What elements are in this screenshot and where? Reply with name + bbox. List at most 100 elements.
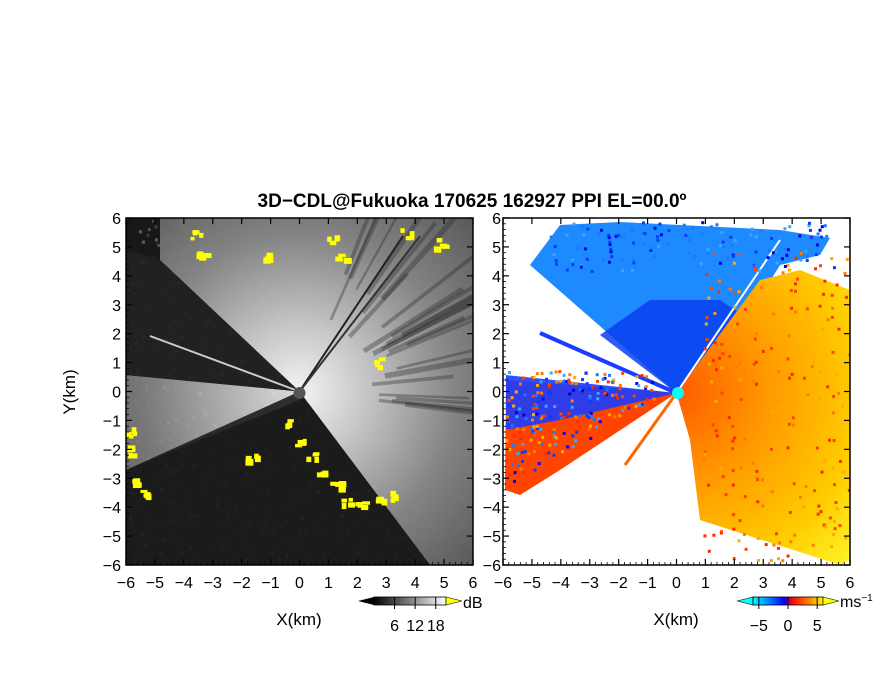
velocity-speck [649, 248, 653, 252]
velocity-speck [506, 419, 510, 423]
velocity-speck [790, 372, 794, 376]
velocity-speck [521, 442, 525, 446]
velocity-speck [511, 443, 515, 447]
velocity-speck [795, 277, 799, 281]
velocity-speck [773, 250, 777, 254]
velocity-speck [720, 529, 724, 533]
snr-sector-north [160, 218, 473, 392]
velocity-speck [547, 390, 551, 394]
x-tick-label-left: −2 [233, 575, 251, 592]
velocity-speck [722, 245, 726, 249]
velocity-speck [583, 247, 587, 251]
velocity-speck [709, 225, 713, 229]
velocity-speck [616, 234, 620, 238]
streak [396, 349, 473, 370]
velocity-speck [515, 415, 519, 419]
saturated-speck [375, 498, 382, 504]
velocity-speck [516, 452, 520, 456]
velocity-speck [719, 466, 723, 470]
velocity-speck [787, 422, 791, 426]
velocity-speck [806, 393, 810, 397]
velocity-speck [815, 446, 819, 450]
velocity-speck [527, 452, 531, 456]
velocity-speck [764, 543, 768, 547]
velocity-speck [652, 397, 656, 401]
x-tick-label-right: −4 [552, 575, 570, 592]
velocity-speck [552, 427, 556, 431]
velocity-speck [715, 434, 719, 438]
velocity-speck [616, 396, 620, 400]
velocity-speck [783, 264, 787, 268]
streak [371, 374, 454, 387]
velocity-speck [572, 222, 576, 226]
velocity-speck [511, 463, 515, 467]
velocity-speck [805, 259, 809, 263]
saturated-speck [133, 478, 141, 484]
velocity-speck [565, 268, 569, 272]
velocity-speck [605, 393, 609, 397]
velocity-speck [711, 423, 715, 427]
velocity-speck [579, 387, 583, 391]
velocity-speck [553, 404, 557, 408]
velocity-speck [536, 426, 540, 430]
velocity-speck [512, 479, 516, 483]
saturated-echo [126, 228, 450, 511]
velocity-speck [588, 424, 592, 428]
streak [380, 254, 473, 329]
velocity-speck [618, 387, 622, 391]
velocity-speck [532, 375, 536, 379]
saturated-speck [362, 501, 371, 505]
velocity-speck [713, 341, 717, 345]
velocity-speck [733, 305, 737, 309]
velocity-speck [789, 289, 793, 293]
velocity-speck [599, 228, 603, 232]
y-tick-label-left: −5 [103, 529, 121, 546]
velocity-speck [704, 322, 708, 326]
velocity-speck [721, 352, 725, 356]
velocity-speck [775, 261, 779, 265]
velocity-speck [581, 267, 585, 271]
velocity-speck [833, 527, 837, 531]
velocity-speck [753, 510, 757, 514]
velocity-speck [656, 238, 660, 242]
velocity-speck [830, 257, 834, 261]
velocity-speck [787, 268, 791, 272]
velocity-speck [552, 253, 556, 257]
velocity-speck [581, 389, 585, 393]
saturated-speck [132, 431, 138, 437]
colorbar-vel-unit: ms−1 [840, 593, 873, 611]
saturated-speck [348, 502, 356, 508]
velocity-speck [539, 427, 543, 431]
velocity-speck [547, 385, 551, 389]
streak [386, 319, 473, 358]
saturated-speck [314, 456, 320, 463]
velocity-speck [548, 415, 552, 419]
velocity-speck [589, 411, 593, 415]
velocity-speck [828, 516, 832, 520]
velocity-speck [703, 534, 707, 538]
velocity-speck [845, 258, 849, 262]
velocity-speck [770, 411, 774, 415]
velocity-speck [718, 356, 722, 360]
velocity-speck [535, 383, 539, 387]
streak [378, 393, 470, 400]
x-axis-label-left: X(km) [276, 610, 321, 629]
saturated-speck [140, 489, 148, 493]
velocity-speck [738, 378, 742, 382]
velocity-speck [731, 439, 735, 443]
saturated-speck [374, 364, 380, 368]
velocity-speck [606, 380, 610, 384]
velocity-speck [505, 415, 509, 419]
velocity-speck [730, 244, 734, 248]
x-tick-label-right: 1 [701, 575, 710, 592]
saturated-speck [361, 504, 369, 511]
saturated-speck [390, 490, 397, 497]
velocity-speck [844, 536, 848, 540]
saturated-speck [295, 443, 303, 448]
velocity-speck [735, 364, 739, 368]
velocity-speck [831, 411, 835, 415]
x-tick-label-right: 5 [817, 575, 826, 592]
noise-speck [154, 225, 158, 229]
velocity-speck [794, 310, 798, 314]
velocity-speck [785, 253, 789, 257]
